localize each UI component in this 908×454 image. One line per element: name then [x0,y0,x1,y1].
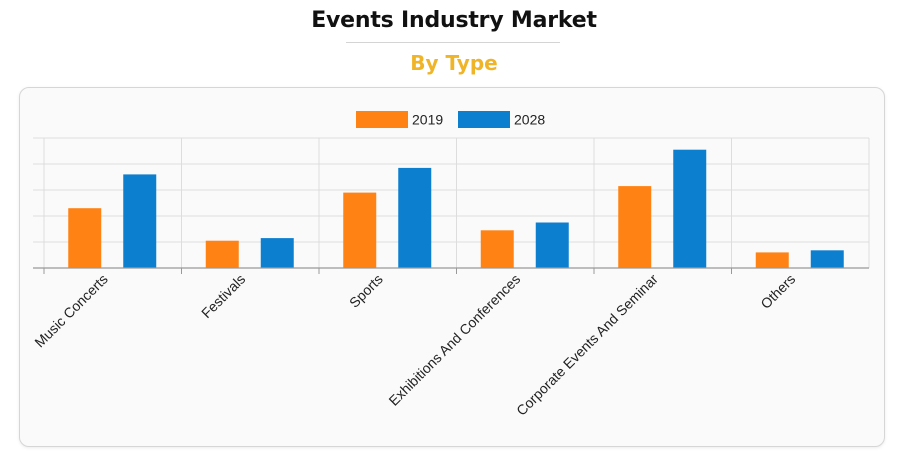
bar-2028-4 [673,149,707,268]
bar-2019-2 [343,192,377,268]
bar-2028-0 [123,174,157,268]
bar-2019-5 [755,252,789,268]
bar-2019-4 [618,186,652,268]
chart-subtitle: By Type [410,51,498,75]
x-tick-label: Corporate Events And Seminar [513,271,661,419]
chart-title: Events Industry Market [311,8,597,33]
legend-label-2028: 2028 [514,112,545,128]
title-divider [346,42,560,43]
legend-label-2019: 2019 [412,112,443,128]
bar-2019-0 [68,208,102,268]
bar-2028-1 [260,238,294,268]
x-tick-label: Exhibitions And Conferences [385,271,523,409]
chart-card [19,87,885,447]
bar-2019-3 [480,230,514,268]
legend-swatch-2019 [356,111,408,128]
x-tick-label: Sports [346,271,386,311]
legend-swatch-2028 [458,111,510,128]
bar-2019-1 [205,240,239,268]
bar-2028-3 [535,222,569,268]
x-tick-label: Festivals [198,271,248,321]
x-tick-label: Music Concerts [31,271,111,351]
bar-2028-2 [398,167,432,268]
bar-2028-5 [810,250,844,268]
x-tick-label: Others [757,271,798,312]
